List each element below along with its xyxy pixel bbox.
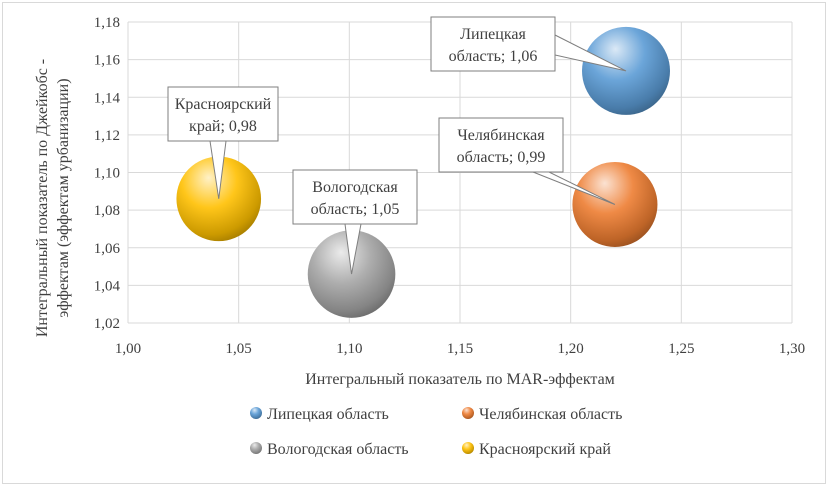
callout-box — [292, 169, 418, 225]
y-axis-title: Интегральный показатель по Джейкобс - эф… — [34, 59, 72, 337]
legend-label: Красноярский край — [479, 441, 611, 458]
y-axis-title-line2: эффектам (эффектам урбанизации) — [55, 78, 72, 317]
data-callout: Вологодская область; 1,05 — [292, 169, 418, 275]
x-axis-title: Интегральный показатель по MAR-эффектам — [305, 371, 615, 388]
callout-label-line1: Красноярский — [175, 96, 272, 113]
callouts: Липецкая область; 1,06 Челябинская область;… — [167, 16, 627, 275]
callout-label-line1: Липецкая — [460, 26, 526, 43]
x-tick-label: 1,15 — [447, 341, 473, 357]
callout-box — [167, 86, 279, 142]
y-tick-label: 1,16 — [94, 53, 121, 69]
x-tick-label: 1,30 — [779, 341, 805, 357]
legend-label: Липецкая область — [267, 406, 389, 423]
legend-entry: Челябинская область — [462, 406, 622, 423]
x-tick-label: 1,10 — [336, 341, 362, 357]
y-tick-label: 1,14 — [94, 90, 121, 106]
y-tick-label: 1,18 — [94, 15, 120, 31]
bubbles — [176, 26, 670, 318]
legend-marker — [462, 442, 474, 454]
y-tick-labels: 1,02 1,04 1,06 1,08 1,10 1,12 1,14 1,16 1,18 — [94, 15, 121, 332]
legend: Липецкая область Челябинская область Волог… — [250, 406, 622, 458]
y-tick-label: 1,06 — [94, 241, 121, 257]
y-tick-label: 1,12 — [94, 128, 120, 144]
y-tick-label: 1,10 — [94, 166, 120, 182]
legend-label: Вологодская область — [267, 441, 409, 458]
data-callout: Липецкая область; 1,06 — [430, 16, 627, 72]
y-axis-title-line1: Интегральный показатель по Джейкобс - — [34, 59, 51, 337]
y-tick-label: 1,04 — [94, 278, 121, 294]
x-tick-label: 1,05 — [226, 341, 252, 357]
legend-entry: Красноярский край — [462, 441, 611, 458]
legend-marker — [250, 442, 262, 454]
y-tick-label: 1,02 — [94, 316, 120, 332]
callout-label-line1: Челябинская — [457, 127, 545, 144]
legend-label: Челябинская область — [479, 406, 622, 423]
y-tick-label: 1,08 — [94, 203, 120, 219]
x-tick-label: 1,00 — [115, 341, 141, 357]
callout-label-line2: область; 1,06 — [449, 48, 538, 65]
x-tick-label: 1,20 — [558, 341, 584, 357]
legend-marker — [462, 407, 474, 419]
callout-label-line1: Вологодская — [312, 179, 398, 196]
data-callout: Красноярский край; 0,98 — [167, 86, 279, 199]
legend-marker — [250, 407, 262, 419]
callout-box — [438, 117, 564, 173]
x-tick-labels: 1,00 1,05 1,10 1,15 1,20 1,25 1,30 — [115, 341, 805, 357]
legend-entry: Вологодская область — [250, 441, 409, 458]
callout-box — [430, 16, 556, 72]
callout-label-line2: область; 1,05 — [311, 201, 400, 218]
legend-entry: Липецкая область — [250, 406, 389, 423]
callout-label-line2: край; 0,98 — [189, 118, 257, 135]
data-callout: Челябинская область; 0,99 — [438, 117, 616, 205]
callout-label-line2: область; 0,99 — [457, 149, 546, 166]
x-tick-label: 1,25 — [668, 341, 694, 357]
